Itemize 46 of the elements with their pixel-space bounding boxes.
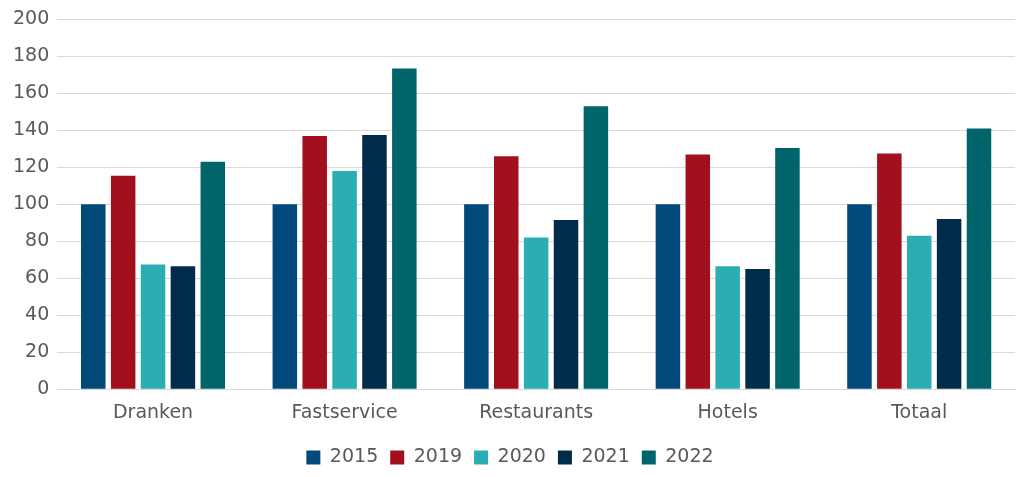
- bar: [523, 237, 549, 389]
- bar: [140, 264, 166, 389]
- y-tick-label: 100: [13, 191, 50, 214]
- bar: [302, 135, 327, 389]
- bar: [494, 156, 519, 389]
- legend-label: 2021: [581, 444, 630, 467]
- bar: [685, 154, 711, 389]
- bar: [392, 68, 417, 389]
- bar: [170, 266, 196, 389]
- bar: [715, 266, 740, 389]
- y-tick-label: 120: [13, 154, 50, 177]
- bar: [775, 147, 800, 389]
- bar: [936, 219, 962, 389]
- y-tick-label: 180: [13, 43, 50, 66]
- bar: [362, 134, 387, 389]
- legend-label: 2019: [413, 444, 463, 467]
- bar: [553, 220, 579, 389]
- bar: [966, 128, 992, 389]
- bar: [81, 204, 106, 389]
- bar: [332, 171, 357, 389]
- y-tick-label: 40: [25, 302, 50, 325]
- y-tick-label: 200: [13, 6, 50, 29]
- y-tick-label: 0: [37, 376, 50, 399]
- y-tick-label: 160: [13, 80, 50, 103]
- legend-label: 2022: [665, 444, 714, 467]
- bar: [847, 204, 872, 389]
- y-tick-label: 140: [13, 117, 50, 140]
- x-tick-label: Dranken: [112, 399, 194, 422]
- bar: [110, 175, 136, 389]
- bar: [877, 153, 902, 389]
- y-tick-label: 60: [25, 265, 50, 288]
- y-tick-label: 80: [25, 228, 50, 251]
- bar: [464, 204, 489, 389]
- legend-label: 2015: [329, 444, 379, 467]
- bar: [745, 269, 770, 389]
- bar: [583, 106, 609, 389]
- bar: [200, 161, 226, 389]
- x-tick-label: Restaurants: [479, 399, 594, 422]
- legend-label: 2020: [497, 444, 546, 467]
- x-tick-label: Hotels: [697, 399, 758, 422]
- y-tick-label: 20: [25, 339, 50, 362]
- bar: [906, 235, 932, 389]
- bar: [655, 204, 681, 389]
- bar: [272, 204, 298, 389]
- x-tick-label: Fastservice: [291, 399, 398, 422]
- x-tick-label: Totaal: [890, 399, 948, 422]
